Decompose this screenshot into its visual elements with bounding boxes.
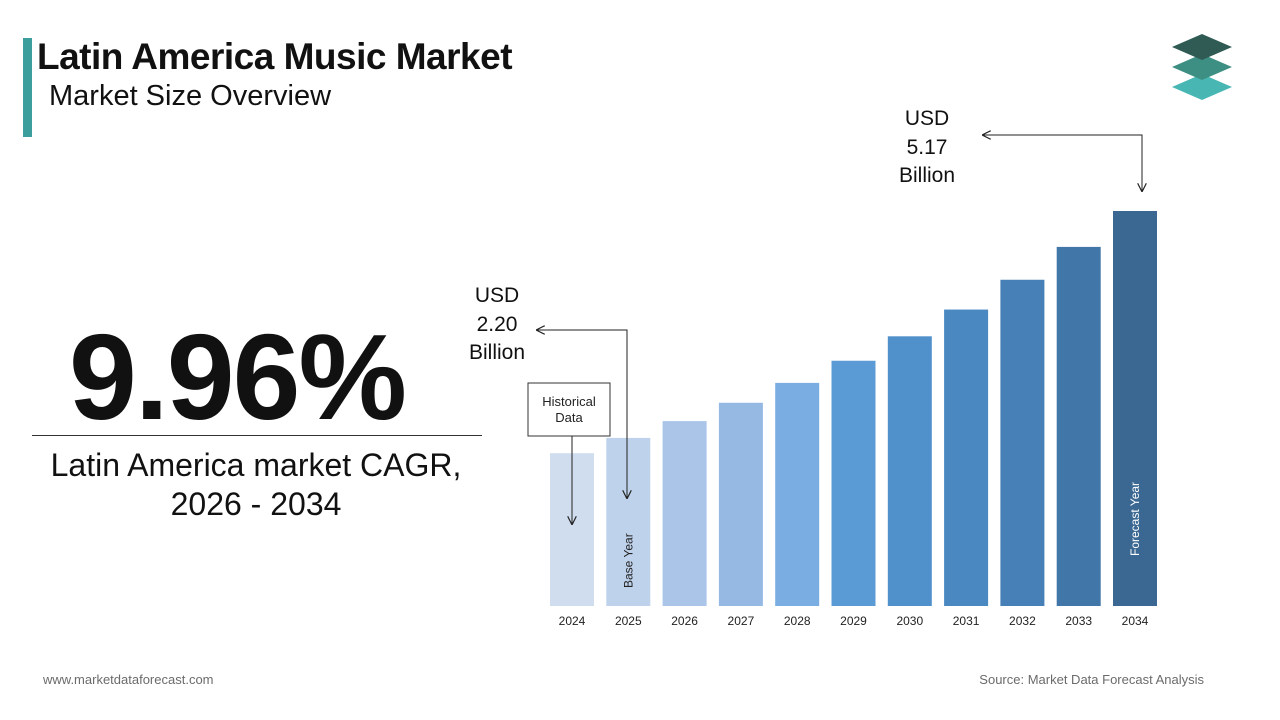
bar-2030 [887,336,932,606]
x-tick-label-2029: 2029 [840,614,867,628]
cagr-label-line1: Latin America market CAGR, [50,447,462,483]
tick-labels-layer: 2024 2025 Base Year 2026 2027 2028 2029 2030 203… [559,482,1149,628]
start-annotation-line3: Billion [469,341,525,364]
bar-2029 [831,360,876,606]
bars-layer [550,211,1157,606]
start-annotation-line1: USD [475,284,519,307]
historical-data-box: Historical Data [527,382,611,437]
page-title: Latin America Music Market [37,36,513,77]
historical-box-line2: Data [555,410,583,425]
bar-2027 [718,402,763,606]
bar-2034 [1113,211,1157,606]
x-tick-label-2034: 2034 [1122,614,1149,628]
bar-label-2025: Base Year [621,533,635,588]
bar-2031 [944,309,989,606]
end-annotation-line1: USD [905,107,949,130]
website-url: www.marketdataforecast.com [43,672,214,687]
bar-2032 [1000,279,1045,606]
x-tick-label-2024: 2024 [559,614,586,628]
start-annotation-line2: 2.20 [477,313,518,336]
cagr-label-line2: 2026 - 2034 [170,486,342,522]
title-accent-bar [23,38,32,137]
end-annotation-line3: Billion [899,164,955,187]
source-note: Source: Market Data Forecast Analysis [979,672,1204,687]
cagr-divider [32,435,482,436]
x-tick-label-2025: 2025 [615,614,642,628]
end-annotation-line2: 5.17 [907,136,948,159]
x-tick-label-2030: 2030 [896,614,923,628]
end-annotation: USD 5.17 Billion [899,107,955,187]
bar-label-2034: Forecast Year [1128,482,1142,556]
cagr-value: 9.96% [69,309,407,445]
x-tick-label-2027: 2027 [728,614,755,628]
x-tick-label-2031: 2031 [953,614,980,628]
x-tick-label-2032: 2032 [1009,614,1036,628]
bar-2033 [1056,246,1101,606]
bar-2026 [662,421,707,606]
bar-2028 [775,382,820,606]
start-annotation: USD 2.20 Billion [469,284,525,364]
cagr-label: Latin America market CAGR, 2026 - 2034 [10,446,502,524]
historical-box-line1: Historical [542,394,596,409]
brand-logo-icon [1172,34,1232,100]
page-subtitle: Market Size Overview [49,80,332,112]
x-tick-label-2026: 2026 [671,614,698,628]
start-arrow [537,330,627,498]
x-tick-label-2028: 2028 [784,614,811,628]
end-arrow [983,135,1142,191]
x-tick-label-2033: 2033 [1065,614,1092,628]
